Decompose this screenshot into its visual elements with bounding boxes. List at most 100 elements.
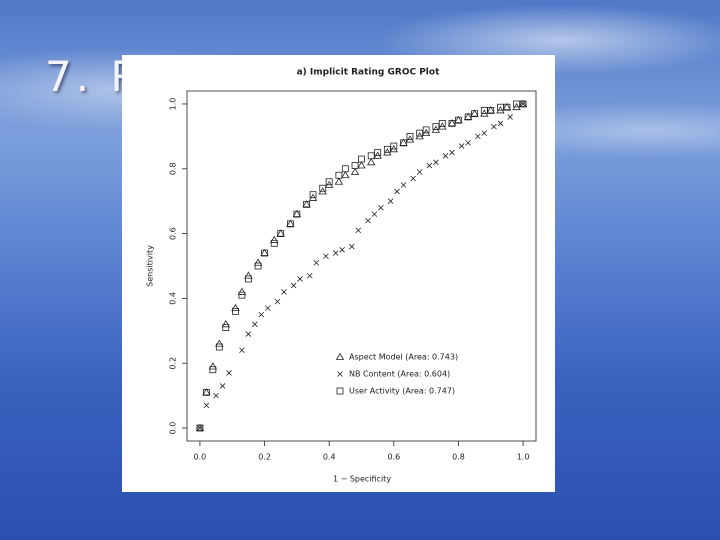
legend-symbol bbox=[336, 387, 344, 395]
data-point bbox=[221, 320, 230, 328]
data-point bbox=[399, 138, 408, 146]
data-point bbox=[497, 120, 504, 127]
data-point bbox=[502, 102, 512, 111]
data-point bbox=[203, 402, 210, 409]
y-tick-label: 0.4 bbox=[169, 292, 178, 305]
data-point bbox=[196, 424, 204, 432]
data-point bbox=[258, 311, 265, 318]
data-point bbox=[290, 282, 297, 289]
data-point bbox=[480, 107, 488, 114]
data-point bbox=[366, 158, 376, 166]
y-axis-label: Sensitivity bbox=[146, 245, 155, 287]
data-point bbox=[507, 114, 513, 120]
data-point bbox=[433, 159, 439, 166]
data-point bbox=[277, 230, 285, 237]
data-point bbox=[208, 362, 218, 370]
data-point bbox=[442, 153, 449, 159]
x-tick-label: 0.0 bbox=[194, 453, 207, 462]
data-point bbox=[390, 142, 398, 150]
data-point bbox=[252, 321, 258, 328]
x-tick-label: 0.4 bbox=[323, 453, 336, 462]
data-point bbox=[307, 272, 313, 279]
data-point bbox=[202, 388, 210, 396]
data-point bbox=[286, 219, 295, 227]
data-point bbox=[491, 123, 497, 130]
data-point bbox=[309, 191, 317, 199]
data-point bbox=[447, 119, 457, 127]
data-point bbox=[270, 235, 279, 243]
data-point bbox=[303, 201, 310, 208]
data-point bbox=[458, 143, 465, 149]
data-point bbox=[222, 324, 230, 331]
data-point bbox=[274, 298, 281, 305]
data-point bbox=[471, 110, 479, 118]
chart-background bbox=[122, 55, 555, 492]
data-point bbox=[374, 149, 382, 156]
data-point bbox=[239, 347, 245, 354]
data-point bbox=[313, 259, 320, 266]
data-point bbox=[293, 210, 301, 218]
data-point bbox=[215, 339, 224, 347]
data-point bbox=[197, 425, 203, 431]
data-point bbox=[465, 140, 471, 146]
legend-label: User Activity (Area: 0.747) bbox=[349, 387, 455, 396]
y-tick-label: 0.2 bbox=[169, 357, 178, 370]
data-point bbox=[253, 258, 263, 266]
y-tick-label: 0.8 bbox=[169, 162, 178, 175]
data-point bbox=[254, 262, 262, 270]
data-point bbox=[486, 106, 495, 114]
data-point bbox=[245, 331, 252, 337]
data-point bbox=[270, 239, 278, 247]
y-tick-label: 1.0 bbox=[169, 98, 178, 111]
data-point bbox=[297, 276, 303, 282]
data-point bbox=[244, 275, 252, 283]
x-axis-label: 1 − Specificity bbox=[333, 475, 391, 484]
data-point bbox=[422, 126, 430, 134]
data-point bbox=[202, 388, 211, 396]
data-point bbox=[513, 100, 521, 108]
data-point bbox=[520, 101, 526, 107]
data-point bbox=[365, 217, 371, 224]
data-point bbox=[351, 162, 359, 169]
data-point bbox=[195, 423, 205, 431]
data-point bbox=[325, 178, 333, 186]
data-point bbox=[323, 253, 329, 260]
data-point bbox=[213, 392, 219, 399]
data-point bbox=[481, 130, 488, 136]
data-point bbox=[341, 170, 350, 179]
data-point bbox=[387, 198, 394, 204]
data-point bbox=[470, 109, 479, 117]
data-point bbox=[410, 175, 416, 182]
data-point bbox=[394, 188, 400, 195]
data-point bbox=[367, 152, 375, 160]
legend-label: NB Content (Area: 0.604) bbox=[349, 370, 450, 379]
chart-title: a) Implicit Rating GROC Plot bbox=[297, 68, 440, 78]
data-point bbox=[219, 383, 226, 389]
data-point bbox=[463, 112, 473, 120]
data-point bbox=[232, 307, 239, 315]
data-point bbox=[406, 132, 414, 140]
data-point bbox=[292, 209, 302, 218]
legend-symbol bbox=[337, 371, 343, 377]
data-point bbox=[438, 120, 446, 127]
data-point bbox=[487, 107, 495, 114]
data-point bbox=[215, 343, 223, 351]
data-point bbox=[261, 249, 268, 257]
data-point bbox=[349, 243, 355, 250]
data-point bbox=[335, 171, 343, 179]
x-tick-label: 0.8 bbox=[452, 453, 465, 462]
data-point bbox=[350, 167, 360, 175]
data-point bbox=[358, 155, 365, 163]
x-tick-label: 0.6 bbox=[387, 453, 400, 462]
data-point bbox=[302, 200, 311, 208]
x-tick-label: 1.0 bbox=[517, 453, 530, 462]
data-point bbox=[238, 291, 246, 299]
data-point bbox=[464, 113, 472, 121]
data-point bbox=[519, 100, 527, 108]
data-point bbox=[339, 247, 345, 253]
x-tick-label: 0.2 bbox=[258, 453, 271, 462]
data-point bbox=[226, 370, 232, 376]
data-point bbox=[497, 103, 504, 111]
